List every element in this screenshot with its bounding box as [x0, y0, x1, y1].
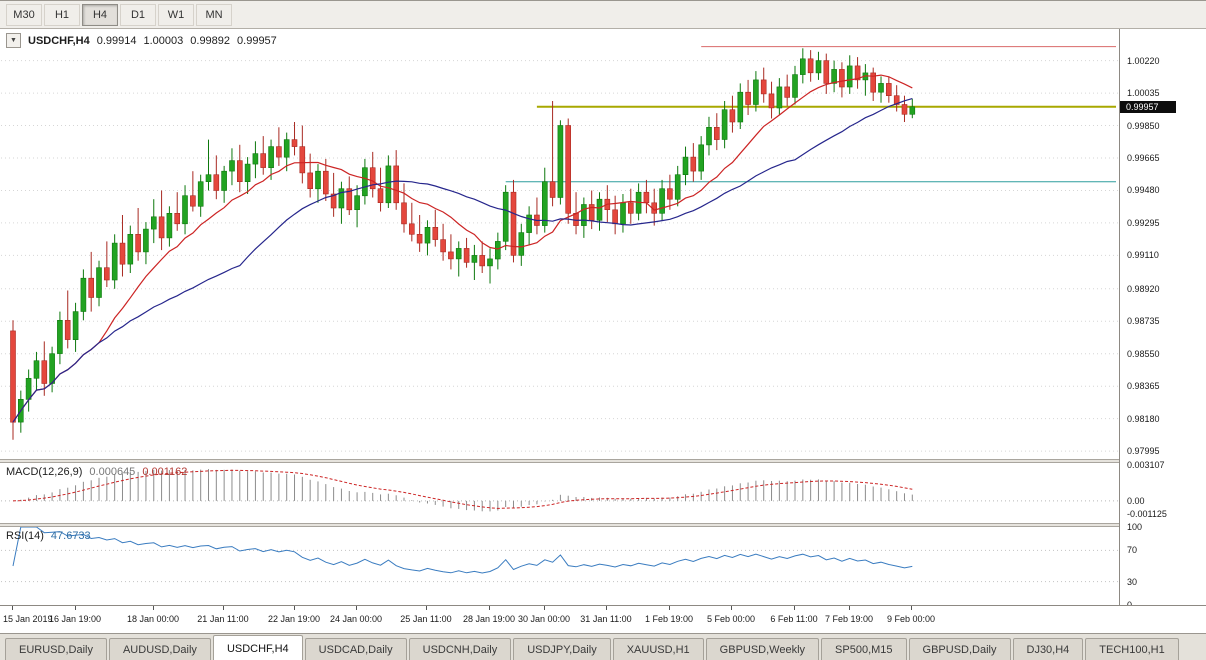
tab-usdcnh-daily[interactable]: USDCNH,Daily: [408, 638, 512, 660]
time-tick: [356, 606, 357, 610]
chart-symbol-label: USDCHF,H4: [28, 34, 90, 47]
tab-tech100-h1[interactable]: TECH100,H1: [1085, 638, 1179, 660]
price-tick-label: 0.98735: [1127, 316, 1160, 326]
rsi-title: RSI(14) 47.6733: [6, 530, 91, 542]
time-axis-label: 5 Feb 00:00: [706, 614, 756, 624]
rsi-line: [12, 527, 913, 574]
macd-signal-value: 0.001162: [142, 466, 188, 478]
ohlc-high: 1.00003: [143, 34, 184, 47]
time-axis-label: 25 Jan 11:00: [400, 614, 452, 624]
ma-line-30: [12, 98, 913, 423]
time-axis-label: 16 Jan 19:00: [48, 614, 102, 624]
tab-sp500-m15[interactable]: SP500,M15: [821, 638, 907, 660]
time-axis-label: 24 Jan 00:00: [329, 614, 383, 624]
price-tick-label: 0.99850: [1127, 121, 1160, 131]
time-axis: 15 Jan 2019 16 Jan 19:00 18 Jan 00:00 21 Ja…: [0, 605, 1206, 633]
timeframe-w1[interactable]: W1: [158, 3, 194, 26]
time-axis-label: 15 Jan 2019: [3, 614, 53, 624]
price-tick-label: 0.99665: [1127, 153, 1160, 163]
price-tick-label: 0.97995: [1127, 446, 1160, 456]
tab-xauusd-h1[interactable]: XAUUSD,H1: [612, 638, 704, 660]
time-tick: [294, 606, 295, 610]
time-tick: [489, 606, 490, 610]
time-tick: [669, 606, 670, 610]
ma-line-12: [12, 74, 913, 423]
ohlc-low: 0.99892: [190, 34, 231, 47]
ohlc-open: 0.99914: [96, 34, 137, 47]
time-axis-label: 1 Feb 19:00: [644, 614, 694, 624]
time-tick: [794, 606, 795, 610]
price-tick-label: 0.99480: [1127, 185, 1160, 195]
panel-splitter-rsi[interactable]: [0, 523, 1206, 527]
price-tick-label: 0.98180: [1127, 414, 1160, 424]
time-tick: [223, 606, 224, 610]
macd-main-value: 0.000645: [89, 466, 136, 478]
tab-dj30-h4[interactable]: DJ30,H4: [1012, 638, 1084, 660]
time-tick: [606, 606, 607, 610]
ohlc-close: 0.99957: [237, 34, 277, 47]
time-tick: [731, 606, 732, 610]
tab-audusd-daily[interactable]: AUDUSD,Daily: [108, 638, 211, 660]
rsi-tick-label: 30: [1127, 577, 1138, 587]
chart-title: ▼ USDCHF,H4 0.99914 1.00003 0.99892 0.99…: [6, 33, 277, 48]
time-axis-label: 28 Jan 19:00: [462, 614, 516, 624]
time-axis-label: 22 Jan 19:00: [267, 614, 321, 624]
timeframe-m30[interactable]: M30: [6, 3, 42, 26]
price-tick-label: 0.98550: [1127, 349, 1160, 359]
panel-splitter-macd[interactable]: [0, 459, 1206, 463]
timeframe-h1[interactable]: H1: [44, 3, 80, 26]
time-tick: [12, 606, 13, 610]
tab-usdchf-h4[interactable]: USDCHF,H4: [212, 635, 303, 660]
price-tick-label: 1.00220: [1127, 56, 1160, 66]
macd-tick-label: 0.00: [1127, 496, 1145, 506]
main-price-chart[interactable]: [1, 29, 1119, 459]
rsi-panel[interactable]: [1, 527, 1119, 605]
price-tick-label: 0.99110: [1127, 250, 1159, 260]
tab-gbpusd-weekly[interactable]: GBPUSD,Weekly: [705, 638, 820, 660]
tab-usdcad-daily[interactable]: USDCAD,Daily: [304, 638, 407, 660]
time-axis-label: 9 Feb 00:00: [886, 614, 936, 624]
rsi-tick-label: 70: [1127, 545, 1138, 555]
price-scale: 1.00220 1.00035 0.99850 0.99665 0.99480 0.992…: [1119, 29, 1206, 610]
time-axis-label: 6 Feb 11:00: [770, 614, 818, 624]
macd-tick-label: 0.003107: [1127, 460, 1165, 470]
tab-usdjpy-daily[interactable]: USDJPY,Daily: [513, 638, 611, 660]
price-tick-label: 0.98920: [1127, 284, 1160, 294]
macd-title: MACD(12,26,9) 0.000645 0.001162: [6, 466, 187, 478]
rsi-value: 47.6733: [50, 530, 91, 542]
collapse-chart-icon[interactable]: ▼: [6, 33, 21, 48]
time-tick: [75, 606, 76, 610]
chart-window: ▼ USDCHF,H4 0.99914 1.00003 0.99892 0.99…: [0, 29, 1206, 633]
price-tick-label: 0.98365: [1127, 381, 1160, 391]
current-price-tag: 0.99957: [1120, 101, 1176, 113]
macd-tick-label: -0.001125: [1127, 509, 1167, 519]
timeframe-mn[interactable]: MN: [196, 3, 232, 26]
tab-gbpusd-daily[interactable]: GBPUSD,Daily: [908, 638, 1011, 660]
tab-eurusd-daily[interactable]: EURUSD,Daily: [5, 638, 107, 660]
price-tick-label: 1.00035: [1127, 88, 1160, 98]
time-axis-label: 18 Jan 00:00: [126, 614, 180, 624]
time-tick: [911, 606, 912, 610]
timeframe-toolbar: M30 H1 H4 D1 W1 MN: [0, 1, 1206, 29]
time-axis-label: 7 Feb 19:00: [824, 614, 874, 624]
rsi-tick-label: 100: [1127, 522, 1143, 532]
time-tick: [849, 606, 850, 610]
time-axis-label: 30 Jan 00:00: [517, 614, 571, 624]
macd-signal-line: [12, 469, 913, 509]
timeframe-h4[interactable]: H4: [82, 3, 118, 26]
time-tick: [153, 606, 154, 610]
rsi-indicator-label: RSI(14): [6, 530, 44, 542]
macd-panel[interactable]: [1, 463, 1119, 523]
timeframe-d1[interactable]: D1: [120, 3, 156, 26]
time-tick: [544, 606, 545, 610]
macd-indicator-label: MACD(12,26,9): [6, 466, 83, 478]
price-tick-label: 0.99295: [1127, 218, 1160, 228]
chart-tabs-bar: EURUSD,Daily AUDUSD,Daily USDCHF,H4 USDCAD,…: [0, 633, 1206, 660]
time-axis-label: 21 Jan 11:00: [197, 614, 249, 624]
time-tick: [426, 606, 427, 610]
time-axis-label: 31 Jan 11:00: [580, 614, 632, 624]
